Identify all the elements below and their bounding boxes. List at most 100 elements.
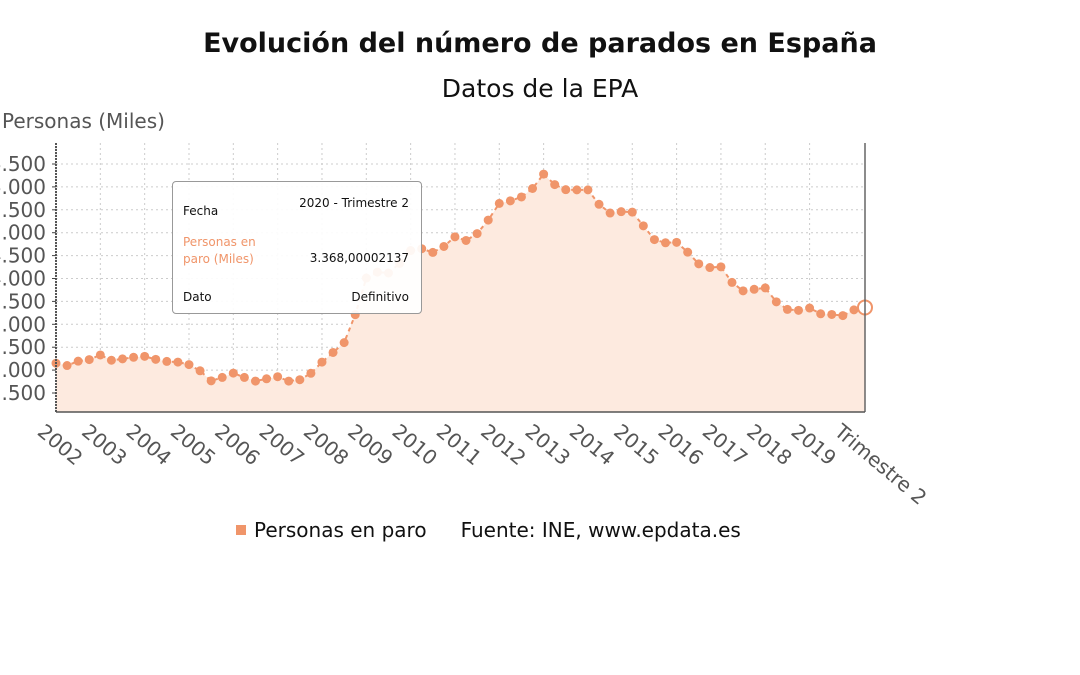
x-tick-label: 2018	[742, 419, 796, 470]
data-point	[572, 185, 582, 195]
x-tick-label: Trimestre 2	[829, 418, 931, 509]
data-point	[683, 247, 693, 257]
data-point	[450, 232, 460, 242]
x-tick-label: 2014	[565, 419, 619, 470]
legend-series-name[interactable]: Personas en paro	[254, 518, 427, 542]
y-tick-label: 5.000	[0, 221, 46, 245]
x-tick-label: 2011	[432, 419, 486, 470]
x-tick-label: 2019	[787, 419, 841, 470]
tooltip-fecha-label: Fecha	[183, 204, 219, 218]
data-point	[428, 247, 438, 257]
x-tick-label: 2005	[166, 419, 220, 470]
data-point	[106, 355, 116, 365]
x-tick-label: 2008	[299, 419, 353, 470]
y-tick-label: 2.500	[0, 335, 46, 359]
data-point	[627, 207, 637, 217]
data-point	[129, 352, 139, 362]
tooltip: Fecha 2020 - Trimestre 2 Personas en par…	[172, 181, 422, 314]
data-point	[217, 372, 227, 382]
data-point	[140, 351, 150, 361]
data-point	[195, 366, 205, 376]
y-tick-label: 1.500	[0, 381, 46, 405]
chart-title: Evolución del número de parados en Españ…	[203, 28, 877, 59]
data-point	[528, 184, 538, 194]
data-point	[672, 237, 682, 247]
data-point	[705, 263, 715, 273]
data-point	[594, 199, 604, 209]
data-point	[273, 372, 283, 382]
data-point	[472, 229, 482, 239]
data-point	[162, 356, 172, 366]
y-tick-label: 4.000	[0, 267, 46, 291]
x-tick-label: 2002	[33, 419, 87, 470]
tooltip-paro-label: Personas en paro (Miles)	[183, 235, 256, 266]
data-point	[173, 357, 183, 367]
data-point	[616, 207, 626, 217]
data-point	[516, 192, 526, 202]
x-tick-label: 2017	[698, 419, 752, 470]
data-point	[794, 305, 804, 315]
data-point	[228, 368, 238, 378]
data-point	[439, 241, 449, 251]
data-point	[638, 221, 648, 231]
x-ticks: 2002200320042005200620072008200920102011…	[33, 418, 931, 509]
data-point	[782, 304, 792, 314]
data-point	[184, 360, 194, 370]
data-point	[295, 375, 305, 385]
data-point	[550, 180, 560, 190]
series-points	[51, 169, 873, 386]
axes	[55, 143, 866, 413]
y-tick-label: 6.000	[0, 175, 46, 199]
chart-subtitle: Datos de la EPA	[442, 74, 638, 103]
y-tick-label: 3.500	[0, 289, 46, 313]
data-point	[306, 368, 316, 378]
data-point	[262, 374, 272, 384]
x-tick-label: 2016	[654, 419, 708, 470]
data-point	[816, 309, 826, 319]
tooltip-paro-value: 3.368,00002137	[309, 251, 409, 265]
data-point	[317, 357, 327, 367]
y-ticks: 6.5006.0005.5005.0004.5004.0003.5003.000…	[0, 152, 56, 405]
data-point	[771, 297, 781, 307]
data-point	[62, 361, 72, 371]
y-tick-label: 4.500	[0, 244, 46, 268]
data-point	[461, 235, 471, 245]
data-point	[805, 303, 815, 313]
data-point	[73, 356, 83, 366]
x-tick-label: 2009	[343, 419, 397, 470]
data-point	[738, 286, 748, 296]
data-point	[760, 283, 770, 293]
data-point	[239, 372, 249, 382]
legend-swatch	[236, 525, 246, 535]
data-point	[206, 376, 216, 386]
data-point	[328, 347, 338, 357]
x-tick-label: 2006	[210, 419, 264, 470]
x-tick-label: 2007	[255, 419, 309, 470]
x-tick-label: 2012	[476, 419, 530, 470]
data-point	[95, 350, 105, 360]
data-point	[749, 284, 759, 294]
y-tick-label: 5.500	[0, 198, 46, 222]
data-point	[539, 169, 549, 179]
data-point	[483, 215, 493, 225]
x-tick-label: 2013	[521, 419, 575, 470]
data-point	[694, 259, 704, 269]
x-tick-label: 2010	[388, 419, 442, 470]
x-tick-label: 2015	[609, 419, 663, 470]
data-point	[661, 238, 671, 248]
data-point	[838, 311, 848, 321]
tooltip-dato-label: Dato	[183, 290, 212, 304]
data-point	[284, 376, 294, 386]
x-tick-label: 2003	[77, 419, 131, 470]
data-point	[151, 354, 161, 364]
data-point	[250, 376, 260, 386]
data-point	[117, 354, 127, 364]
data-point	[84, 355, 94, 365]
x-tick-label: 2004	[122, 419, 176, 470]
data-point	[494, 198, 504, 208]
source-note: Fuente: INE, www.epdata.es	[460, 518, 741, 542]
tooltip-fecha-value: 2020 - Trimestre 2	[299, 196, 409, 210]
data-point	[583, 185, 593, 195]
y-tick-label: 6.500	[0, 152, 46, 176]
data-point	[716, 262, 726, 272]
